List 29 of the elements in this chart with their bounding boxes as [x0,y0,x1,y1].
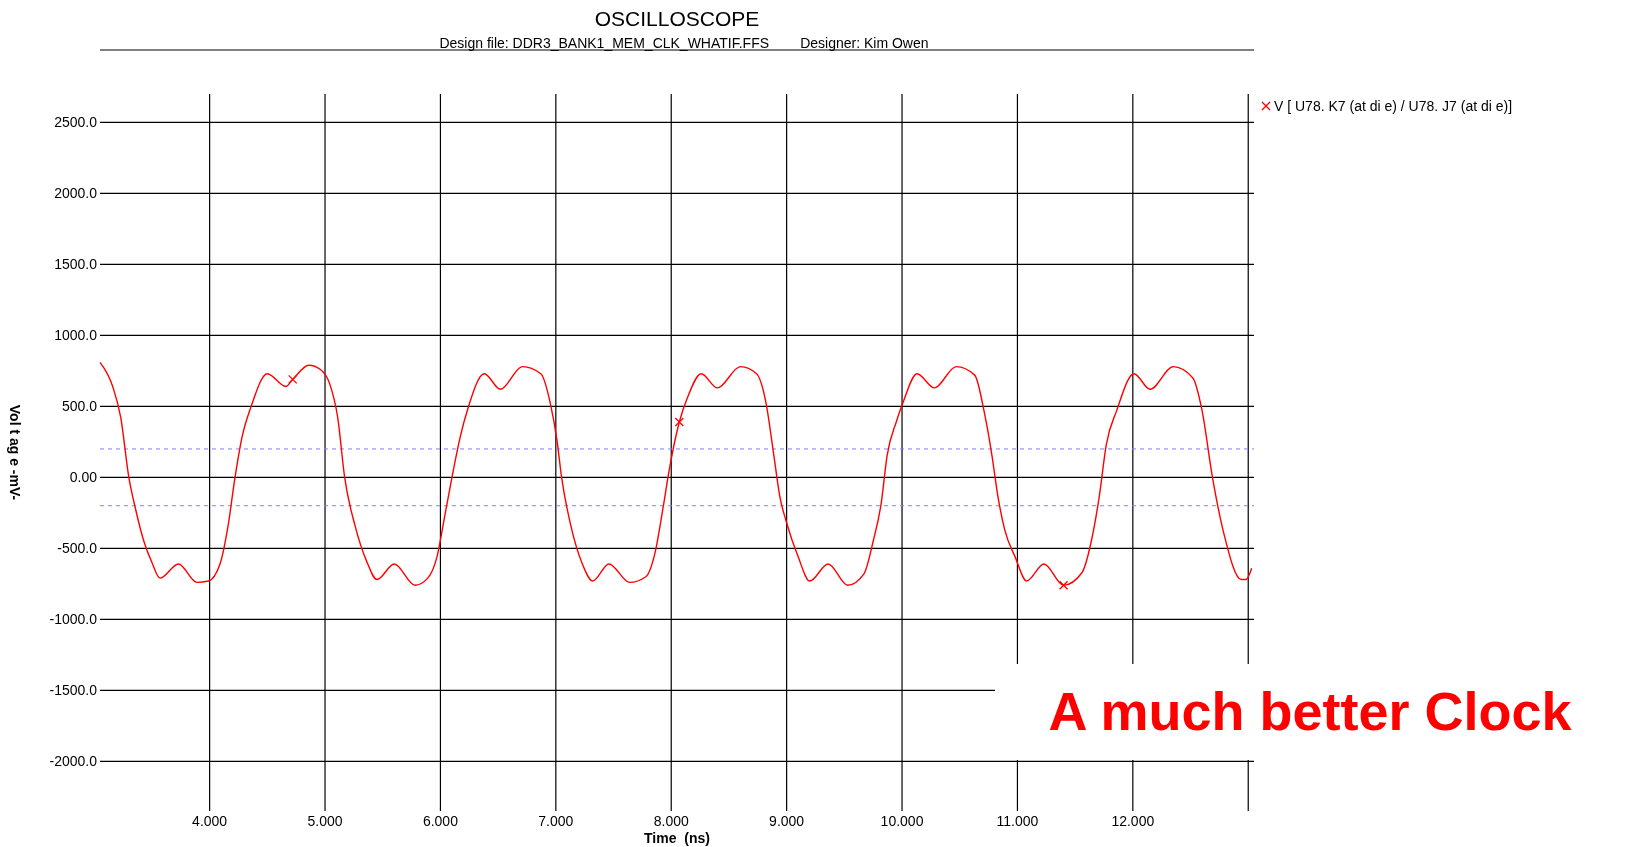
line-series [99,361,1253,586]
annotation: A much better Clock [1048,681,1573,741]
point [674,417,684,427]
y-tick-label: 1000.0 [54,327,98,344]
x-tick-label: 8.000 [653,813,689,829]
y-tick-label: -1500.0 [49,682,98,699]
y-tick-label: 2500.0 [54,114,98,131]
chart-title: OSCILLOSCOPE [594,7,760,30]
x-axis-title: Time (ns) [644,830,710,846]
point [288,374,298,385]
x-tick-label: 10.000 [880,813,924,829]
x-tick-label: 12.000 [1111,813,1155,829]
x-tick-label: 7.000 [538,813,574,829]
point [1058,580,1069,590]
x-tick-label: 11.000 [996,813,1039,829]
y-tick-label: 2000.0 [54,185,98,202]
x-tick-label: 9.000 [769,813,805,829]
y-tick-label: -500.0 [57,540,98,557]
chart-subtitle: Design file: DDR3_BANK1_MEM_CLK_WHATIF.FFS Designer: Kim Owen [439,35,929,51]
x-tick-label: 4.000 [192,813,228,829]
y-tick-label: -2000.0 [49,753,98,770]
y-tick-label: 0.00 [69,469,98,486]
x-tick-label: 5.000 [307,813,343,829]
y-tick-label: 1500.0 [54,256,98,273]
x-tick-label: 6.000 [422,813,459,829]
legend-label: V [ U78. K7 (at di e) / U78. J7 (at di e)] [1274,98,1513,114]
y-tick-label: 500.0 [61,398,98,415]
y-axis-title: Vol t ag e -mV- [7,404,23,501]
y-tick-label: -1000.0 [49,611,98,628]
